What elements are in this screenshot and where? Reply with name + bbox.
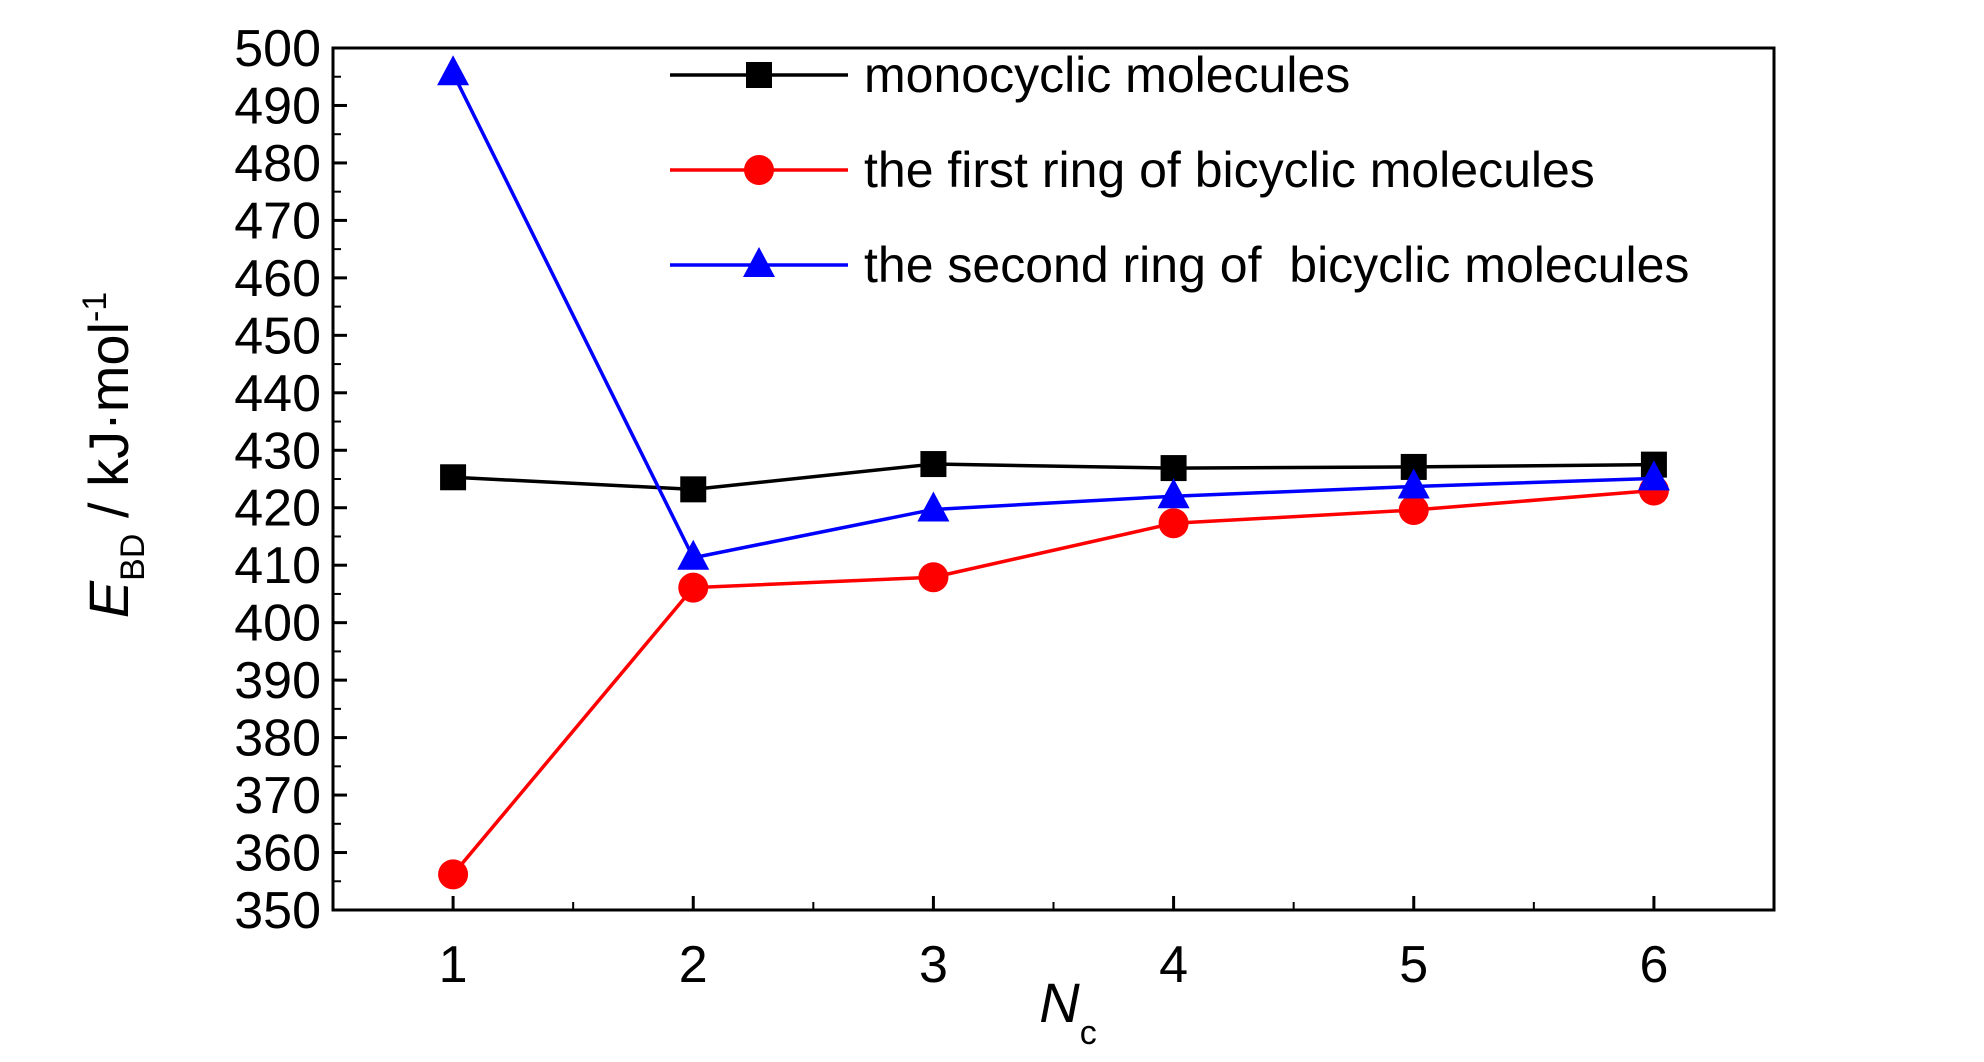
series-2-point-5 xyxy=(1398,495,1429,526)
series-3-point-2 xyxy=(677,539,710,570)
y-tick-label-360: 360 xyxy=(234,825,321,883)
y-tick-label-390: 390 xyxy=(234,652,321,710)
x-tick-label-4: 4 xyxy=(1159,936,1188,994)
series-2-point-2 xyxy=(678,572,709,603)
series-1-point-3 xyxy=(920,451,947,478)
y-tick-label-380: 380 xyxy=(234,710,321,768)
y-tick-label-490: 490 xyxy=(234,77,321,135)
legend: monocyclic molecules the first ring of bi… xyxy=(670,47,1689,293)
y-tick-label-430: 430 xyxy=(234,422,321,480)
y-axis-title-symbol: E xyxy=(77,580,140,618)
y-tick-label-350: 350 xyxy=(234,882,321,940)
y-axis-title-unit: / kJ·mol xyxy=(77,322,140,534)
legend-marker-3 xyxy=(743,247,775,277)
y-axis-title-superscript: -1 xyxy=(76,292,114,322)
series-1-point-1 xyxy=(440,464,467,491)
series-2-point-4 xyxy=(1158,508,1189,539)
series-line-1 xyxy=(452,462,1654,492)
series-2-point-1 xyxy=(438,859,469,890)
y-tick-label-410: 410 xyxy=(234,537,321,595)
x-tick-label-1: 1 xyxy=(439,936,468,994)
y-tick-label-500: 500 xyxy=(234,20,321,78)
legend-label-3: the second ring of bicyclic molecules xyxy=(864,237,1689,293)
y-tick-label-450: 450 xyxy=(234,307,321,365)
axes: 3503603703803904004104204304404504604704… xyxy=(234,20,1776,994)
series-3-point-4 xyxy=(1157,478,1190,509)
y-axis-title-subscript: BD xyxy=(114,534,152,581)
series-3-point-3 xyxy=(917,491,950,522)
x-axis-title-subscript: c xyxy=(1080,1014,1097,1052)
x-axis-title: Nc xyxy=(1039,971,1096,1052)
x-tick-label-5: 5 xyxy=(1399,936,1428,994)
series-line-3 xyxy=(451,72,1654,560)
x-tick-label-3: 3 xyxy=(919,936,948,994)
x-axis-title-symbol: N xyxy=(1039,971,1080,1034)
series-2-point-3 xyxy=(918,562,949,593)
y-tick-label-470: 470 xyxy=(234,192,321,250)
legend-marker-1 xyxy=(746,62,772,88)
y-tick-label-440: 440 xyxy=(234,365,321,423)
plot-area xyxy=(437,55,1670,890)
y-axis-title: EBD / kJ·mol-1 xyxy=(76,292,152,618)
y-tick-label-480: 480 xyxy=(234,135,321,193)
series-line-2 xyxy=(451,488,1655,876)
y-tick-label-420: 420 xyxy=(234,480,321,538)
legend-label-2: the first ring of bicyclic molecules xyxy=(864,142,1595,198)
series-1-point-2 xyxy=(680,476,707,503)
series-3-point-5 xyxy=(1397,468,1430,499)
y-tick-label-370: 370 xyxy=(234,767,321,825)
x-tick-label-6: 6 xyxy=(1639,936,1668,994)
series-3-point-1 xyxy=(437,55,470,86)
series-1-point-4 xyxy=(1160,455,1187,482)
series-3-point-6 xyxy=(1637,460,1670,491)
y-tick-label-460: 460 xyxy=(234,250,321,308)
y-tick-label-400: 400 xyxy=(234,595,321,653)
x-tick-label-2: 2 xyxy=(679,936,708,994)
legend-label-1: monocyclic molecules xyxy=(864,47,1350,103)
legend-marker-2 xyxy=(744,155,774,185)
